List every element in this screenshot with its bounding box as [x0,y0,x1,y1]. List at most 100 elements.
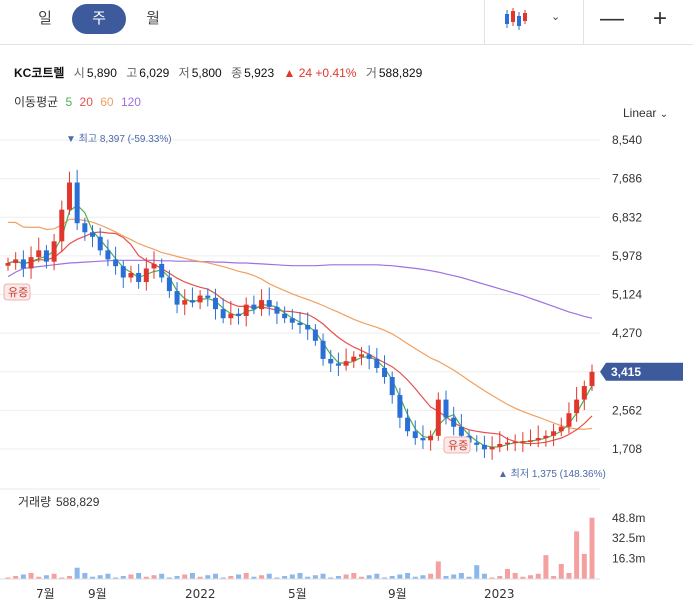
price-tick-label: 5,124 [612,288,642,302]
volume-bar [420,575,426,579]
candle-body [581,386,587,400]
candle-body [197,295,203,303]
rights-issue-badge [443,436,471,454]
price-tick-label: 7,686 [612,172,642,186]
zoom-out-button[interactable]: — [600,5,624,32]
tab-month[interactable]: 월 [146,10,160,27]
candle-body [481,444,487,450]
candle-body [28,257,34,269]
volume-bar [451,574,457,579]
candle-body [205,295,211,298]
candle-body [458,426,464,436]
rights-issue-badge [3,283,31,301]
candle-body [105,250,111,260]
zoom-in-button[interactable]: + [652,5,667,32]
candle-body [366,354,372,359]
volume-bar [543,555,549,579]
rights-issue-badge-label: 유증 [448,439,468,452]
scale-mode-dropdown[interactable]: Linear ⌄ [623,106,668,120]
candle-body [343,361,349,366]
chart-type-selector[interactable]: ⌄ [484,0,584,44]
candle-body [305,324,311,330]
volume-bar [335,575,341,579]
candle-body [328,358,334,364]
candle-body [320,340,326,359]
chevron-down-icon[interactable]: ⌄ [551,11,561,23]
x-axis-label: 9월 [388,587,407,601]
low-value: 5,800 [191,66,222,80]
chevron-down-icon: ⌄ [659,109,669,120]
x-axis-label: 2022 [185,587,216,601]
price-tick-label: 4,270 [612,326,642,340]
volume-bar [382,577,388,579]
candle-body [474,442,480,445]
volume-bar [151,575,157,579]
volume-bar [113,577,119,579]
candle-body [558,426,564,432]
candle-body [82,223,88,233]
candle-body [574,399,580,414]
candle-body [212,297,218,310]
candle-body [236,313,242,316]
volume-bar [159,573,165,579]
volume-bar [312,575,318,579]
candle-body [520,441,526,443]
volume-bar [266,573,272,579]
high-label: 고 [126,66,138,80]
x-axis-label: 2023 [484,587,515,601]
candle-body [266,300,272,307]
volume-bar [497,575,503,579]
ma-120-line [7,259,593,319]
candle-body [13,259,19,264]
stock-name: KC코트렐 [14,66,65,80]
current-price-tag [600,362,683,381]
candle-body [451,417,457,427]
tab-week[interactable]: 주 [72,4,126,34]
candle-body [251,304,257,310]
volume-bar [243,572,249,579]
candle-body [566,413,572,427]
volume-bar [66,575,72,579]
quote-summary: KC코트렐 시 5,890 고 6,029 저 5,800 종 5,923 ▲ 24 +… [14,64,428,81]
candle-body [151,263,157,269]
volume-bar [358,576,364,579]
volume-bar [474,565,480,579]
volume-tick-label: 16.3m [612,552,645,566]
candle-body [312,329,318,341]
volume-bar [289,574,295,579]
volume-bar [305,576,311,579]
volume-bar [236,574,242,579]
tab-day[interactable]: 일 [38,10,52,27]
candle-body [289,318,295,323]
volume-bar [466,576,472,579]
candle-body [128,272,134,278]
volume-bar [320,573,326,579]
candle-body [43,250,49,262]
volume-bar [43,575,49,579]
volume-bar [481,573,487,579]
candle-body [297,322,303,325]
price-tick-label: 6,832 [612,210,642,224]
volume-panel-value: 588,829 [56,495,100,509]
volume-bar [274,577,280,579]
volume-label: 거 [365,66,377,80]
volume-bar [228,575,234,579]
ma-20-line [7,231,593,445]
volume-bar [282,575,288,579]
volume-bar [366,575,372,579]
volume-bar [90,576,96,579]
candle-body [420,438,426,441]
volume-bar [551,575,557,579]
volume-bar [189,572,195,579]
volume-bar [197,576,203,579]
candle-body [405,417,411,432]
candle-body [74,182,80,224]
close-label: 종 [231,66,243,80]
candle-body [512,441,518,444]
volume-bar [174,575,180,579]
moving-average-legend: 이동평균 5 20 60 120 [14,93,145,110]
candle-body [282,313,288,319]
volume-bar [535,573,541,579]
volume-bar [489,577,495,579]
